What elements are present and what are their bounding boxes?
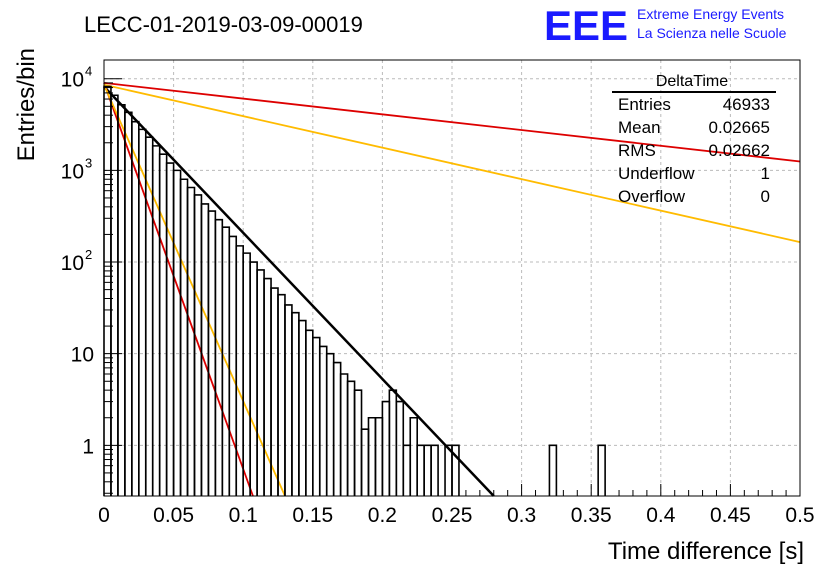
y-tick-label: 10: [71, 344, 94, 367]
y-tick-label: 10: [61, 160, 84, 183]
fit-line: [103, 82, 801, 163]
x-tick-label: 0.1: [229, 504, 258, 527]
fit-line: [103, 85, 495, 497]
plot-area: [103, 82, 801, 497]
x-tick-label: 0.45: [710, 504, 751, 527]
histogram-bar: [451, 444, 460, 496]
y-tick-label: 1: [82, 435, 94, 458]
y-tick-exponent: 2: [85, 247, 92, 262]
eee-brand: EEE Extreme Energy Events La Scienza nel…: [544, 2, 787, 49]
stats-label: Overflow: [618, 187, 686, 206]
brand-line-2: La Scienza nelle Scuole: [637, 25, 787, 41]
stats-label: Mean: [618, 118, 661, 137]
stats-value: 0: [761, 187, 770, 206]
x-tick-label: 0.5: [785, 504, 814, 527]
x-tick-label: 0.25: [432, 504, 473, 527]
stats-rows: Entries 46933 Mean 0.02665 RMS 0.02662 Underfl…: [618, 95, 770, 206]
brand-line-1: Extreme Energy Events: [637, 6, 784, 22]
y-axis-label: Entries/bin: [13, 48, 40, 161]
chart-title: LECC-01-2019-03-09-00019: [84, 12, 363, 37]
x-tick-label: 0.35: [571, 504, 612, 527]
x-tick-label: 0.4: [646, 504, 676, 527]
stats-box: DeltaTime Entries 46933 Mean 0.02665 RMS 0.02…: [612, 73, 776, 206]
stats-label: RMS: [618, 141, 656, 160]
stats-value: 0.02665: [709, 118, 770, 137]
x-axis-label: Time difference [s]: [608, 538, 804, 565]
histogram-bar: [430, 444, 439, 496]
x-tick-label: 0.3: [507, 504, 536, 527]
x-tick-label: 0.2: [368, 504, 397, 527]
fit-line: [103, 82, 254, 497]
y-tick-label: 10: [61, 252, 84, 275]
stats-label: Underflow: [618, 164, 695, 183]
stats-label: Entries: [618, 95, 671, 114]
y-tick-exponent: 4: [85, 64, 92, 79]
x-tick-label: 0: [98, 504, 110, 527]
stats-value: 46933: [723, 95, 770, 114]
eee-logo: EEE: [544, 2, 628, 49]
histogram-bar: [548, 444, 558, 496]
x-tick-label: 0.05: [153, 504, 194, 527]
stats-name: DeltaTime: [656, 73, 728, 90]
x-tick-label: 0.15: [292, 504, 333, 527]
histogram-bar: [597, 444, 606, 496]
fit-line: [103, 83, 801, 243]
axes: 0 0.05 0.1 0.15 0.2 0.25 0.3 0.35 0.4 0.45 0.51101…: [61, 59, 815, 527]
stats-value: 0.02662: [709, 141, 770, 160]
y-tick-exponent: 3: [85, 155, 92, 170]
grid: [104, 60, 800, 496]
stats-value: 1: [761, 164, 770, 183]
y-tick-label: 10: [61, 69, 84, 92]
